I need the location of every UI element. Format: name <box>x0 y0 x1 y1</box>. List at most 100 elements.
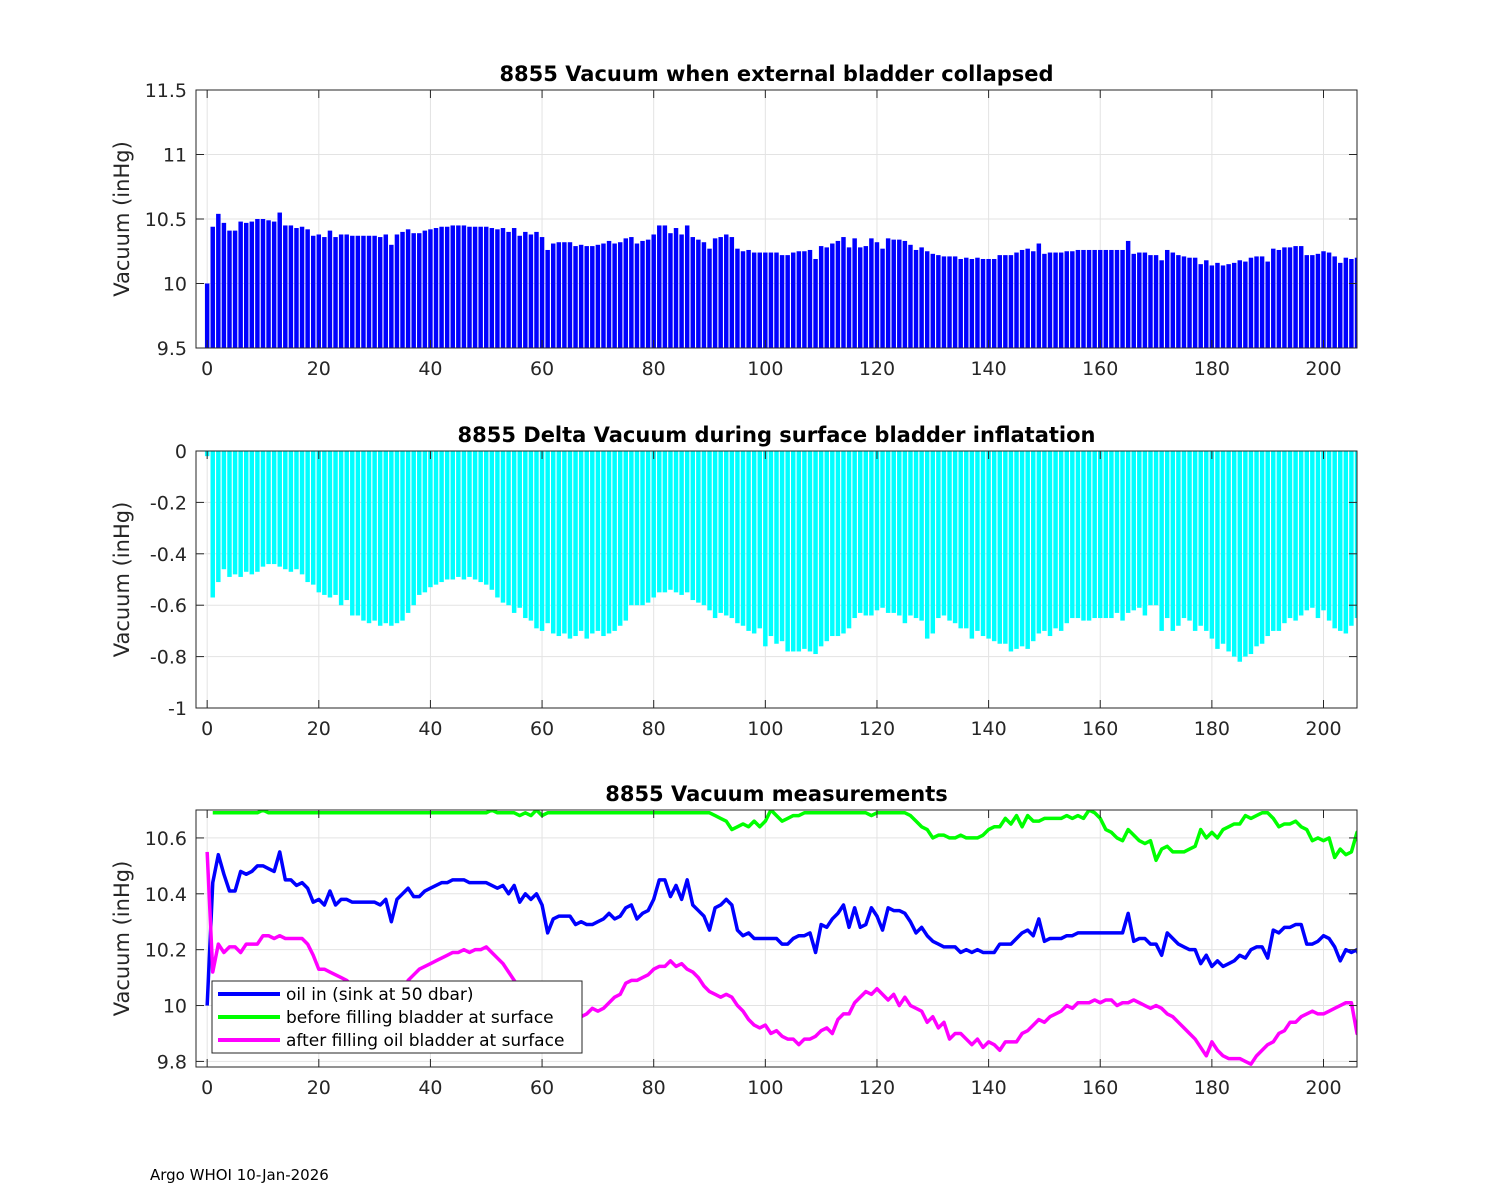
bar <box>1131 253 1136 348</box>
bar <box>405 451 411 613</box>
bar <box>299 451 305 575</box>
bar <box>824 451 829 642</box>
bar <box>785 255 790 348</box>
bar <box>495 229 500 348</box>
chart-3: 0 20 40 60 80 100 120 140 160 180 200 9.8 10 10.2 10.4… <box>110 782 1358 1099</box>
bar <box>355 235 361 348</box>
bar <box>1383 451 1387 639</box>
bar <box>1120 451 1125 621</box>
axes-frame <box>195 809 1358 1068</box>
bar <box>271 451 277 565</box>
bar <box>350 451 355 616</box>
bar <box>1187 451 1192 621</box>
bar <box>952 256 958 348</box>
bar <box>835 451 841 637</box>
bar <box>763 252 768 348</box>
bar <box>1008 255 1014 348</box>
bar <box>573 451 578 637</box>
bar <box>1153 451 1159 606</box>
x-tick-label: 140 <box>970 358 1006 380</box>
bar <box>1360 451 1364 631</box>
bar <box>1209 451 1215 639</box>
bar <box>1036 451 1042 634</box>
bar <box>841 237 846 348</box>
bar <box>857 451 863 613</box>
bar <box>969 258 975 348</box>
bar <box>1081 249 1086 348</box>
bar <box>874 451 880 611</box>
y-tick-label: 10.6 <box>145 828 187 850</box>
bar <box>511 228 517 348</box>
bar <box>947 451 952 621</box>
bar <box>1287 247 1293 348</box>
bar <box>629 237 634 348</box>
bar <box>1315 253 1321 348</box>
bar <box>707 451 712 611</box>
bar <box>1366 451 1370 639</box>
bar <box>1326 451 1332 621</box>
bar <box>316 234 322 348</box>
bar <box>338 451 344 606</box>
bar <box>1226 451 1231 652</box>
bar <box>779 451 785 642</box>
bar <box>612 243 617 348</box>
bar <box>1075 249 1081 348</box>
bar <box>690 237 696 348</box>
bar <box>578 244 584 348</box>
data-layer <box>204 451 1387 662</box>
bar <box>1360 267 1364 348</box>
x-tick-label: 60 <box>530 1077 554 1099</box>
bar <box>818 246 824 348</box>
bar <box>751 252 757 348</box>
bar <box>1031 251 1036 348</box>
bar <box>472 226 478 348</box>
bar <box>1053 252 1058 348</box>
bar <box>428 451 433 588</box>
bar <box>796 451 802 652</box>
bar <box>880 248 885 348</box>
bar <box>232 451 238 575</box>
bar <box>422 230 428 348</box>
bar <box>807 451 813 652</box>
bar <box>238 221 243 348</box>
bar <box>489 451 495 590</box>
bar <box>1109 249 1114 348</box>
bar <box>807 249 813 348</box>
bar <box>1176 255 1181 348</box>
chart-title: 8855 Delta Vacuum during surface bladder… <box>458 423 1096 447</box>
bar <box>562 242 567 348</box>
bar <box>1349 258 1354 348</box>
x-tick-label: 120 <box>859 718 895 740</box>
bar <box>684 225 690 348</box>
bar <box>757 252 762 348</box>
bar <box>852 238 857 348</box>
bar <box>863 246 869 348</box>
bar <box>791 252 796 348</box>
bar <box>1343 257 1349 348</box>
x-tick-label: 60 <box>530 718 554 740</box>
y-tick-label: -1 <box>168 698 187 720</box>
bar <box>735 248 740 348</box>
bar <box>774 252 779 348</box>
bar <box>1254 256 1259 348</box>
y-axis-label: Vacuum (inHg) <box>110 502 134 658</box>
bar <box>701 242 707 348</box>
bar <box>662 451 668 593</box>
bar <box>556 242 562 348</box>
bar <box>277 451 282 567</box>
bar <box>1276 249 1282 348</box>
bar <box>1170 451 1176 631</box>
bar <box>310 451 316 585</box>
bar <box>1181 256 1187 348</box>
bar <box>696 239 701 348</box>
x-tick-label: 180 <box>1194 718 1230 740</box>
bar <box>885 451 891 613</box>
series-line <box>205 850 1357 1006</box>
bar <box>1042 451 1047 631</box>
bar <box>1343 451 1349 634</box>
bar <box>679 234 684 348</box>
bar <box>361 235 366 348</box>
bar <box>310 235 316 348</box>
bar <box>1181 451 1187 619</box>
bar <box>1137 451 1142 608</box>
